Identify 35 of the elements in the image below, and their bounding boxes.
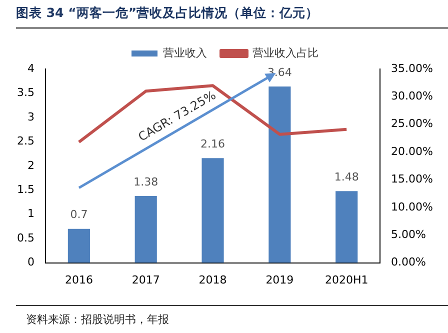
y-tick-label: 3 [27, 110, 34, 124]
legend-label: 营业收入 [163, 46, 207, 60]
x-tick-label: 2018 [198, 273, 227, 286]
y-tick-label: 3.5 [16, 86, 34, 100]
y2-tick-label: 10.00% [391, 200, 434, 214]
y2-tick-label: 25.00% [391, 117, 434, 130]
data-label: 2.16 [200, 138, 226, 151]
y-tick-label: 0.5 [16, 231, 34, 244]
y-tick-label: 1 [27, 207, 34, 220]
x-tick-label: 2017 [132, 273, 160, 286]
y2-tick-label: 0.00% [391, 256, 426, 269]
x-tick-label: 2016 [64, 273, 93, 286]
bar [336, 191, 358, 263]
y-tick-label: 0 [27, 256, 34, 269]
y-tick-label: 2 [27, 158, 34, 172]
legend-label: 营业收入占比 [252, 46, 318, 60]
y-tick-label: 4 [27, 62, 34, 75]
bar [202, 158, 224, 263]
y2-tick-label: 20.00% [391, 144, 434, 158]
text: 资料来源：招股说明书，年报 [26, 312, 169, 327]
y2-tick-label: 30.00% [391, 90, 434, 103]
bar [268, 86, 291, 263]
data-label: 0.7 [70, 208, 88, 222]
x-tick-label: 2020H1 [324, 273, 368, 286]
chart-title: 图表 34 “两客一危”营收及占比情况（单位：亿元） [16, 5, 319, 22]
bar [68, 228, 90, 263]
data-label: 1.48 [334, 170, 359, 184]
y-tick-label: 2.5 [16, 134, 34, 148]
y2-tick-label: 5.00% [391, 228, 426, 241]
y-tick-label: 1.5 [16, 182, 34, 196]
x-tick-label: 2019 [266, 273, 294, 286]
data-label: 1.38 [134, 175, 158, 188]
bar [134, 196, 157, 263]
y2-tick-label: 35.00% [391, 62, 434, 75]
y2-tick-label: 15.00% [391, 172, 434, 186]
